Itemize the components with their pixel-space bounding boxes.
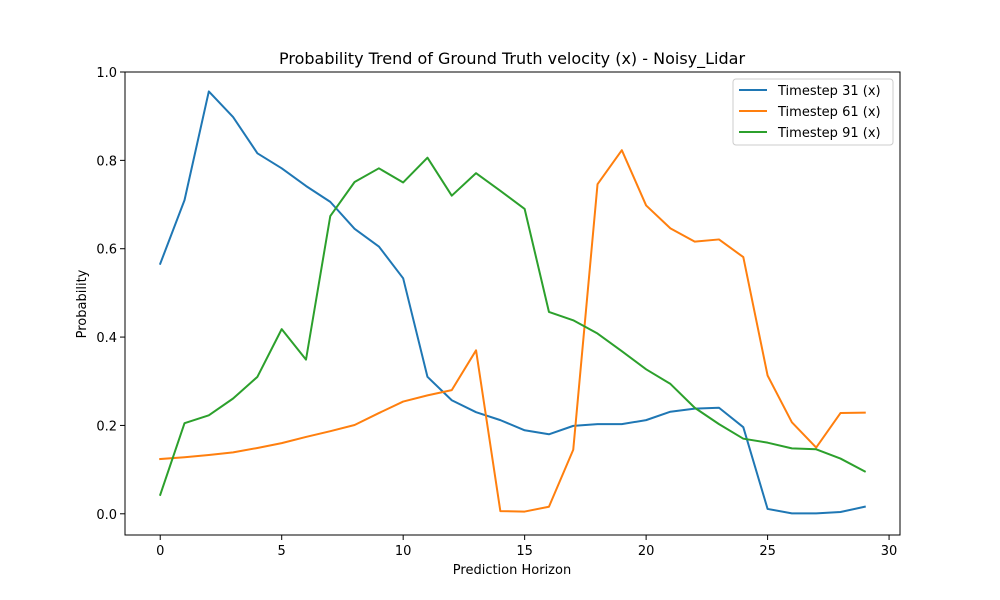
plot-frame [124, 71, 901, 536]
y-axis-title: Probability [75, 269, 90, 338]
x-tick-label: 5 [278, 544, 286, 559]
series-line-1 [158, 90, 866, 515]
series-line-3 [158, 156, 867, 497]
x-axis-title: Prediction Horizon [453, 563, 571, 578]
y-tick-label: 0.0 [96, 508, 117, 523]
x-tick-label: 30 [881, 544, 898, 559]
x-tick-label: 15 [516, 544, 533, 559]
y-tick-label: 0.4 [96, 331, 117, 346]
x-tick-label: 20 [638, 544, 655, 559]
series-line-2 [159, 149, 866, 513]
legend-label-3: Timestep 91 (x) [777, 126, 881, 141]
legend-items: Timestep 31 (x) Timestep 61 (x) Timestep 9… [739, 84, 881, 141]
x-tick-label: 25 [759, 544, 776, 559]
y-tick-label: 0.6 [96, 243, 117, 258]
legend-label-1: Timestep 31 (x) [777, 84, 881, 99]
y-tick-label: 0.8 [96, 154, 117, 169]
legend: Timestep 31 (x) Timestep 61 (x) Timestep 9… [732, 78, 894, 146]
x-tick-label: 0 [156, 544, 164, 559]
legend-label-2: Timestep 61 (x) [777, 105, 881, 120]
chart-title: Probability Trend of Ground Truth veloci… [279, 49, 745, 69]
series-layer [158, 90, 867, 515]
axes-layer: 0 5 10 15 20 25 30 0.0 0.2 0.4 0.6 0.8 1.0 [96, 66, 897, 559]
x-tick-label: 10 [395, 544, 412, 559]
y-tick-label: 1.0 [96, 66, 117, 81]
legend-box [732, 78, 894, 146]
y-tick-label: 0.2 [96, 419, 117, 434]
